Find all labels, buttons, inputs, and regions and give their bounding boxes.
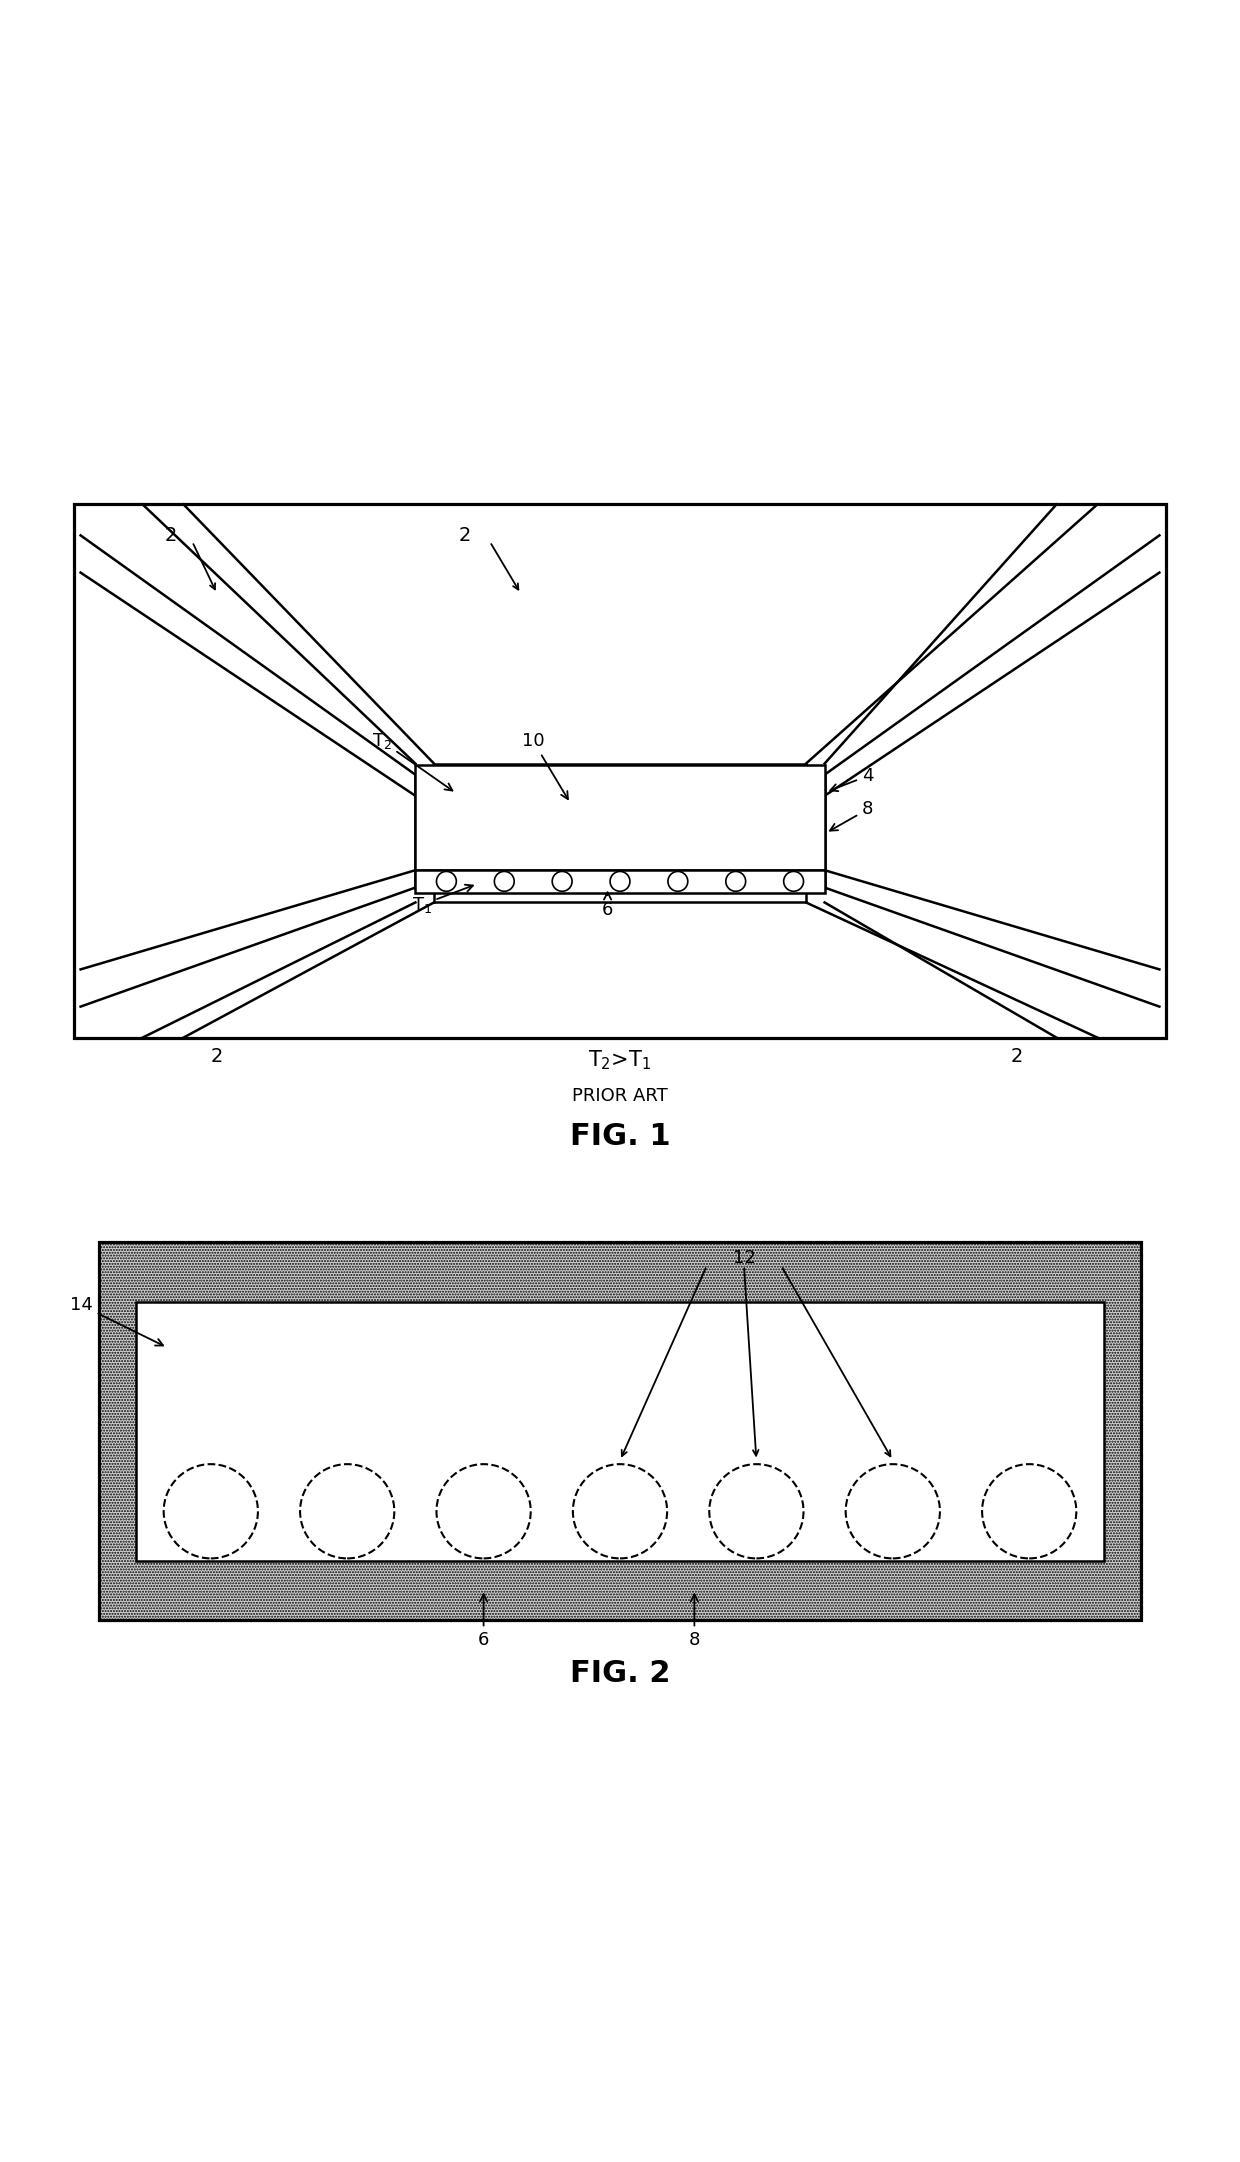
Bar: [415, 765, 825, 869]
Bar: [74, 504, 1166, 1038]
Text: 12: 12: [733, 1250, 755, 1267]
Circle shape: [436, 871, 456, 891]
Text: 10: 10: [522, 733, 568, 800]
Bar: [136, 1302, 1104, 1561]
Circle shape: [668, 871, 688, 891]
Bar: [415, 869, 825, 893]
Circle shape: [725, 871, 745, 891]
Text: 8: 8: [688, 1593, 701, 1650]
Text: 4: 4: [831, 768, 873, 791]
Circle shape: [552, 871, 572, 891]
Text: T$_1$: T$_1$: [412, 884, 472, 915]
Circle shape: [784, 871, 804, 891]
Text: FIG. 1: FIG. 1: [569, 1122, 671, 1152]
Circle shape: [495, 871, 515, 891]
Text: 2: 2: [1011, 1046, 1023, 1066]
Text: 2: 2: [459, 525, 471, 545]
Text: 2: 2: [211, 1046, 223, 1066]
Text: T$_2$: T$_2$: [372, 731, 453, 791]
Text: 2: 2: [165, 525, 177, 545]
Bar: [99, 1243, 1141, 1619]
Text: FIG. 2: FIG. 2: [569, 1658, 671, 1689]
Circle shape: [300, 1464, 394, 1559]
Circle shape: [164, 1464, 258, 1559]
Circle shape: [982, 1464, 1076, 1559]
Text: T$_2$>T$_1$: T$_2$>T$_1$: [589, 1049, 651, 1072]
Text: 6: 6: [601, 893, 614, 919]
Text: 6: 6: [477, 1593, 490, 1650]
Circle shape: [436, 1464, 531, 1559]
Text: 8: 8: [830, 800, 873, 830]
Circle shape: [709, 1464, 804, 1559]
Text: 14: 14: [71, 1297, 164, 1345]
Circle shape: [573, 1464, 667, 1559]
Circle shape: [610, 871, 630, 891]
Text: PRIOR ART: PRIOR ART: [572, 1087, 668, 1105]
Circle shape: [846, 1464, 940, 1559]
